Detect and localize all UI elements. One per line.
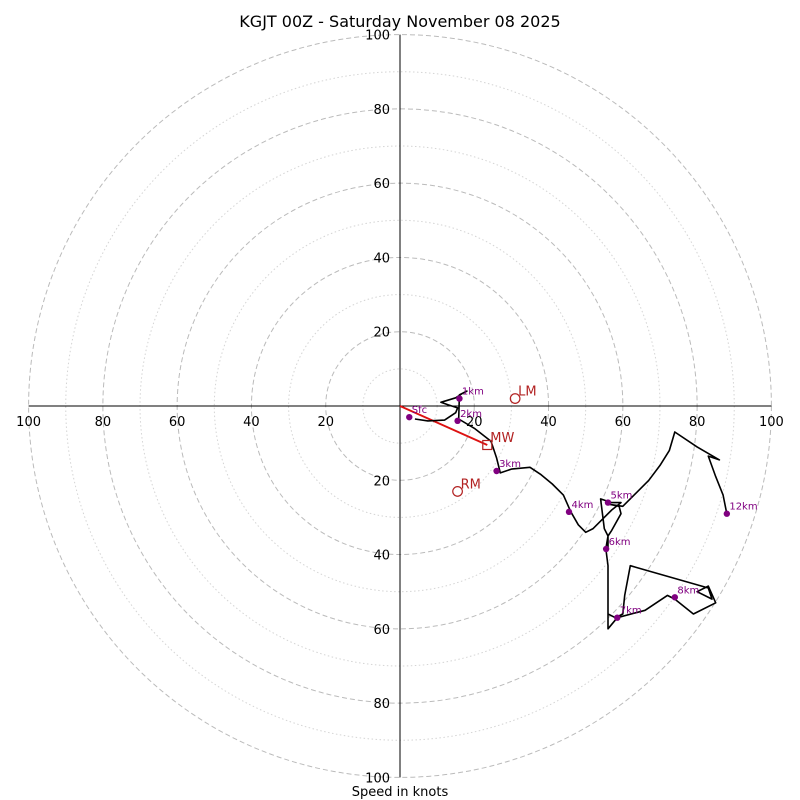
- chart-title: KGJT 00Z - Saturday November 08 2025: [239, 12, 560, 31]
- storm-motion-markers: LM RM MW: [452, 385, 537, 497]
- x-tick-label: 100: [16, 415, 41, 430]
- height-marker-4km-label: 4km: [571, 500, 593, 511]
- y-tick-label: 40: [373, 251, 390, 266]
- storm-marker-rm-label: RM: [461, 477, 481, 492]
- y-tick-label: 20: [373, 326, 390, 341]
- height-marker-sfc: [406, 413, 413, 421]
- y-tick-label: 40: [373, 549, 390, 564]
- x-tick-label: 40: [540, 415, 557, 430]
- x-axis-label: Speed in knots: [352, 785, 449, 800]
- height-marker-1km: [456, 395, 463, 402]
- y-tick-label: 100: [365, 771, 390, 786]
- height-marker-2km: [454, 417, 461, 425]
- height-marker-3km-label: 3km: [499, 459, 521, 470]
- height-marker-1km-label: 1km: [462, 387, 484, 398]
- y-tick-label: 20: [373, 474, 390, 489]
- storm-marker-mw: [482, 439, 493, 451]
- storm-marker-mw-label: MW: [490, 431, 514, 446]
- height-marker-7km-label: 7km: [620, 606, 642, 617]
- height-marker-sfc-label: Sfc: [412, 405, 427, 416]
- x-tick-label: 60: [615, 415, 632, 430]
- height-marker-12km-label: 12km: [729, 502, 757, 513]
- tick-labels: 100 80 60 40 20 20 40 60 80 100100806040202040608…: [16, 29, 784, 787]
- height-marker-4km: [565, 508, 573, 516]
- y-tick-label: 60: [373, 177, 390, 192]
- height-marker-7km: [614, 614, 621, 621]
- y-tick-label: 100: [365, 29, 390, 44]
- x-tick-label: 100: [759, 415, 784, 430]
- hodograph-series: Sfc 1km 2km 3km 4km 5km 6km 7km 8km 12km: [399, 387, 758, 630]
- height-marker-6km: [602, 545, 610, 553]
- height-marker-3km: [493, 467, 500, 475]
- y-tick-label: 80: [373, 697, 390, 712]
- x-tick-label: 40: [243, 415, 260, 430]
- height-marker-5km: [604, 499, 612, 506]
- storm-marker-rm: [452, 486, 463, 497]
- shear-vector-line: [399, 405, 488, 446]
- x-tick-label: 80: [689, 415, 706, 430]
- x-tick-label: 60: [169, 415, 186, 430]
- height-marker-12km: [723, 510, 731, 517]
- height-marker-2km-label: 2km: [460, 409, 482, 420]
- storm-marker-lm-label: LM: [518, 385, 536, 400]
- x-tick-label: 80: [95, 415, 112, 430]
- height-marker-6km-label: 6km: [609, 537, 631, 548]
- height-marker-8km: [671, 594, 679, 601]
- height-marker-8km-label: 8km: [677, 585, 699, 596]
- storm-marker-lm: [509, 393, 521, 404]
- hodograph-line: [414, 390, 728, 630]
- height-marker-5km-label: 5km: [610, 491, 632, 502]
- y-tick-label: 80: [373, 103, 390, 118]
- y-tick-label: 60: [373, 623, 390, 638]
- x-tick-label: 20: [317, 415, 334, 430]
